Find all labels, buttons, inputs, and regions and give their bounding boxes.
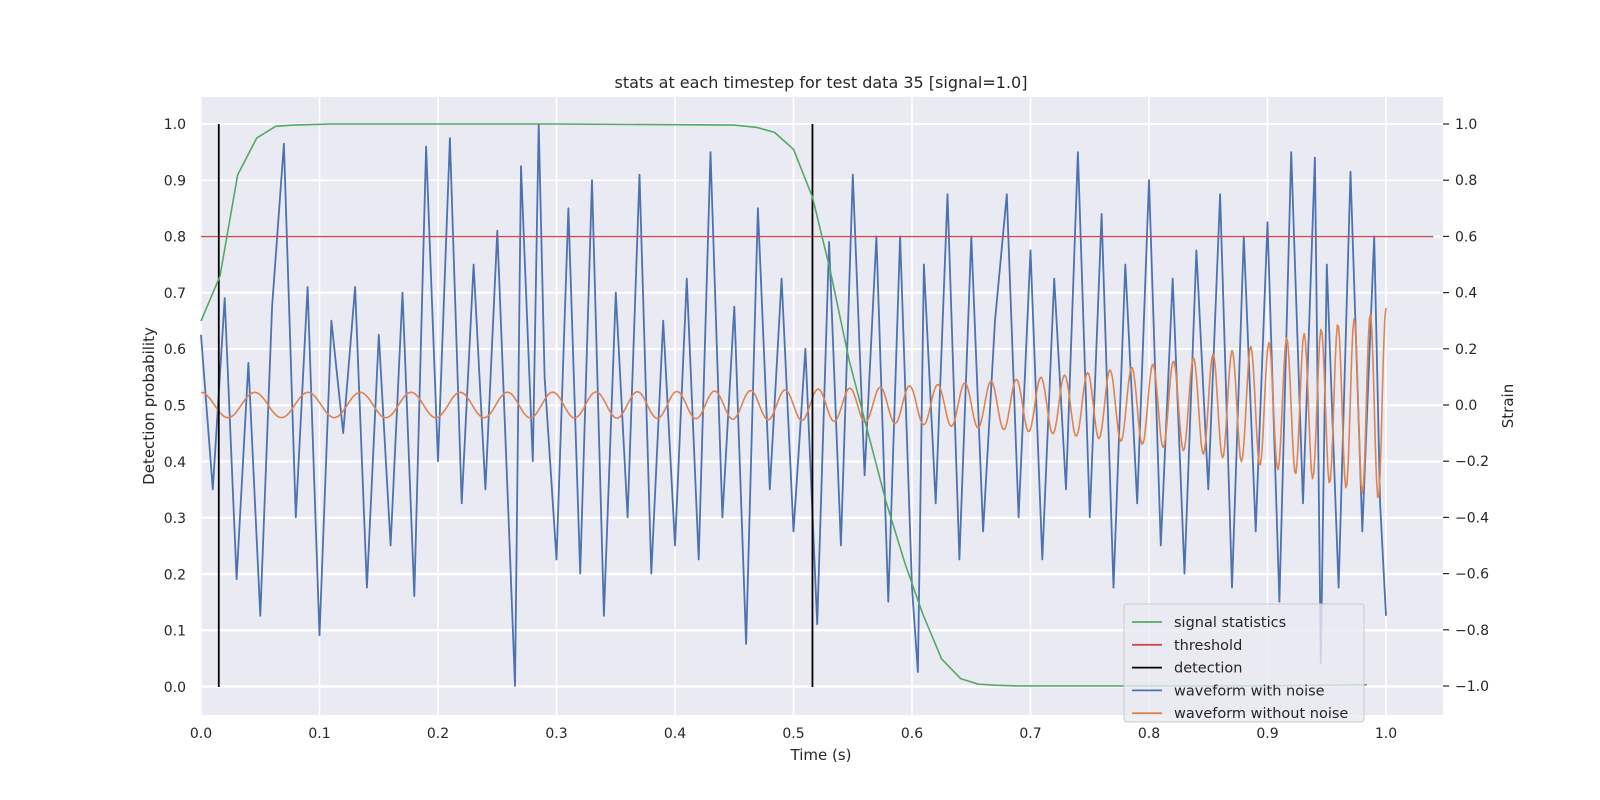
y-tick-label: 0.3 [164, 511, 186, 527]
x-tick-label: 0.3 [545, 726, 567, 742]
y2-tick-label: −0.4 [1455, 510, 1489, 526]
y2-tick-label: 1.0 [1455, 117, 1477, 133]
y-tick-label: 0.6 [164, 342, 186, 358]
signal-statistics-line [200, 123, 1368, 687]
x-tick-label: 0.2 [427, 726, 449, 742]
y2-axis-label: Strain [1499, 384, 1517, 428]
y2-tick-label: −0.2 [1455, 454, 1489, 470]
y2-tick-label: −1.0 [1455, 679, 1489, 695]
y2-tick-label: 0.6 [1455, 229, 1477, 245]
legend: signal statistics threshold detection wavef… [1123, 603, 1365, 723]
x-axis-label: Time (s) [790, 746, 852, 764]
legend-items: signal statistics threshold detection wavef… [1132, 615, 1348, 722]
y2-axis-ticks: −1.0 −0.8 −0.6 −0.4 −0.2 0.0 0.2 0.4 0.6 0.8 1.0 [1443, 117, 1489, 695]
x-tick-label: 1.0 [1375, 726, 1397, 742]
y2-tick-label: 0.2 [1455, 342, 1477, 358]
x-tick-label: 0.9 [1256, 726, 1278, 742]
y2-tick-label: 0.8 [1455, 173, 1477, 189]
legend-label: signal statistics [1174, 615, 1286, 631]
legend-label: threshold [1174, 638, 1242, 654]
y-tick-label: 1.0 [164, 117, 186, 133]
x-tick-label: 0.0 [190, 726, 212, 742]
y2-tick-label: 0.4 [1455, 286, 1477, 302]
legend-label: waveform without noise [1174, 706, 1348, 722]
x-axis-ticks: 0.0 0.1 0.2 0.3 0.4 0.5 0.6 0.7 0.8 0.9 1.0 [190, 726, 1397, 742]
x-tick-label: 0.4 [664, 726, 686, 742]
y2-tick-label: −0.8 [1455, 623, 1489, 639]
x-tick-label: 0.8 [1138, 726, 1160, 742]
y-tick-label: 0.1 [164, 624, 186, 640]
y-axis-ticks: 0.0 0.1 0.2 0.3 0.4 0.5 0.6 0.7 0.8 0.9 1.0 [164, 117, 186, 696]
y-tick-label: 0.0 [164, 680, 186, 696]
chart-title: stats at each timestep for test data 35 … [615, 73, 1028, 92]
waveform-with-noise-line [200, 123, 1387, 687]
series-lines [200, 123, 1434, 687]
x-tick-label: 0.1 [308, 726, 330, 742]
x-tick-label: 0.5 [782, 726, 804, 742]
x-tick-label: 0.7 [1019, 726, 1041, 742]
y-tick-label: 0.9 [164, 173, 186, 189]
legend-label: waveform with noise [1174, 683, 1325, 699]
y-tick-label: 0.4 [164, 455, 186, 471]
y-tick-label: 0.8 [164, 230, 186, 246]
y-tick-label: 0.2 [164, 567, 186, 583]
legend-box [1123, 603, 1365, 723]
y-axis-label: Detection probability [140, 327, 158, 485]
x-tick-label: 0.6 [901, 726, 923, 742]
legend-label: detection [1174, 661, 1242, 677]
y-tick-label: 0.5 [164, 399, 186, 415]
y-tick-label: 0.7 [164, 286, 186, 302]
y2-tick-label: −0.6 [1455, 567, 1489, 583]
waveform-without-noise-line [200, 308, 1387, 499]
y2-tick-label: 0.0 [1455, 398, 1477, 414]
